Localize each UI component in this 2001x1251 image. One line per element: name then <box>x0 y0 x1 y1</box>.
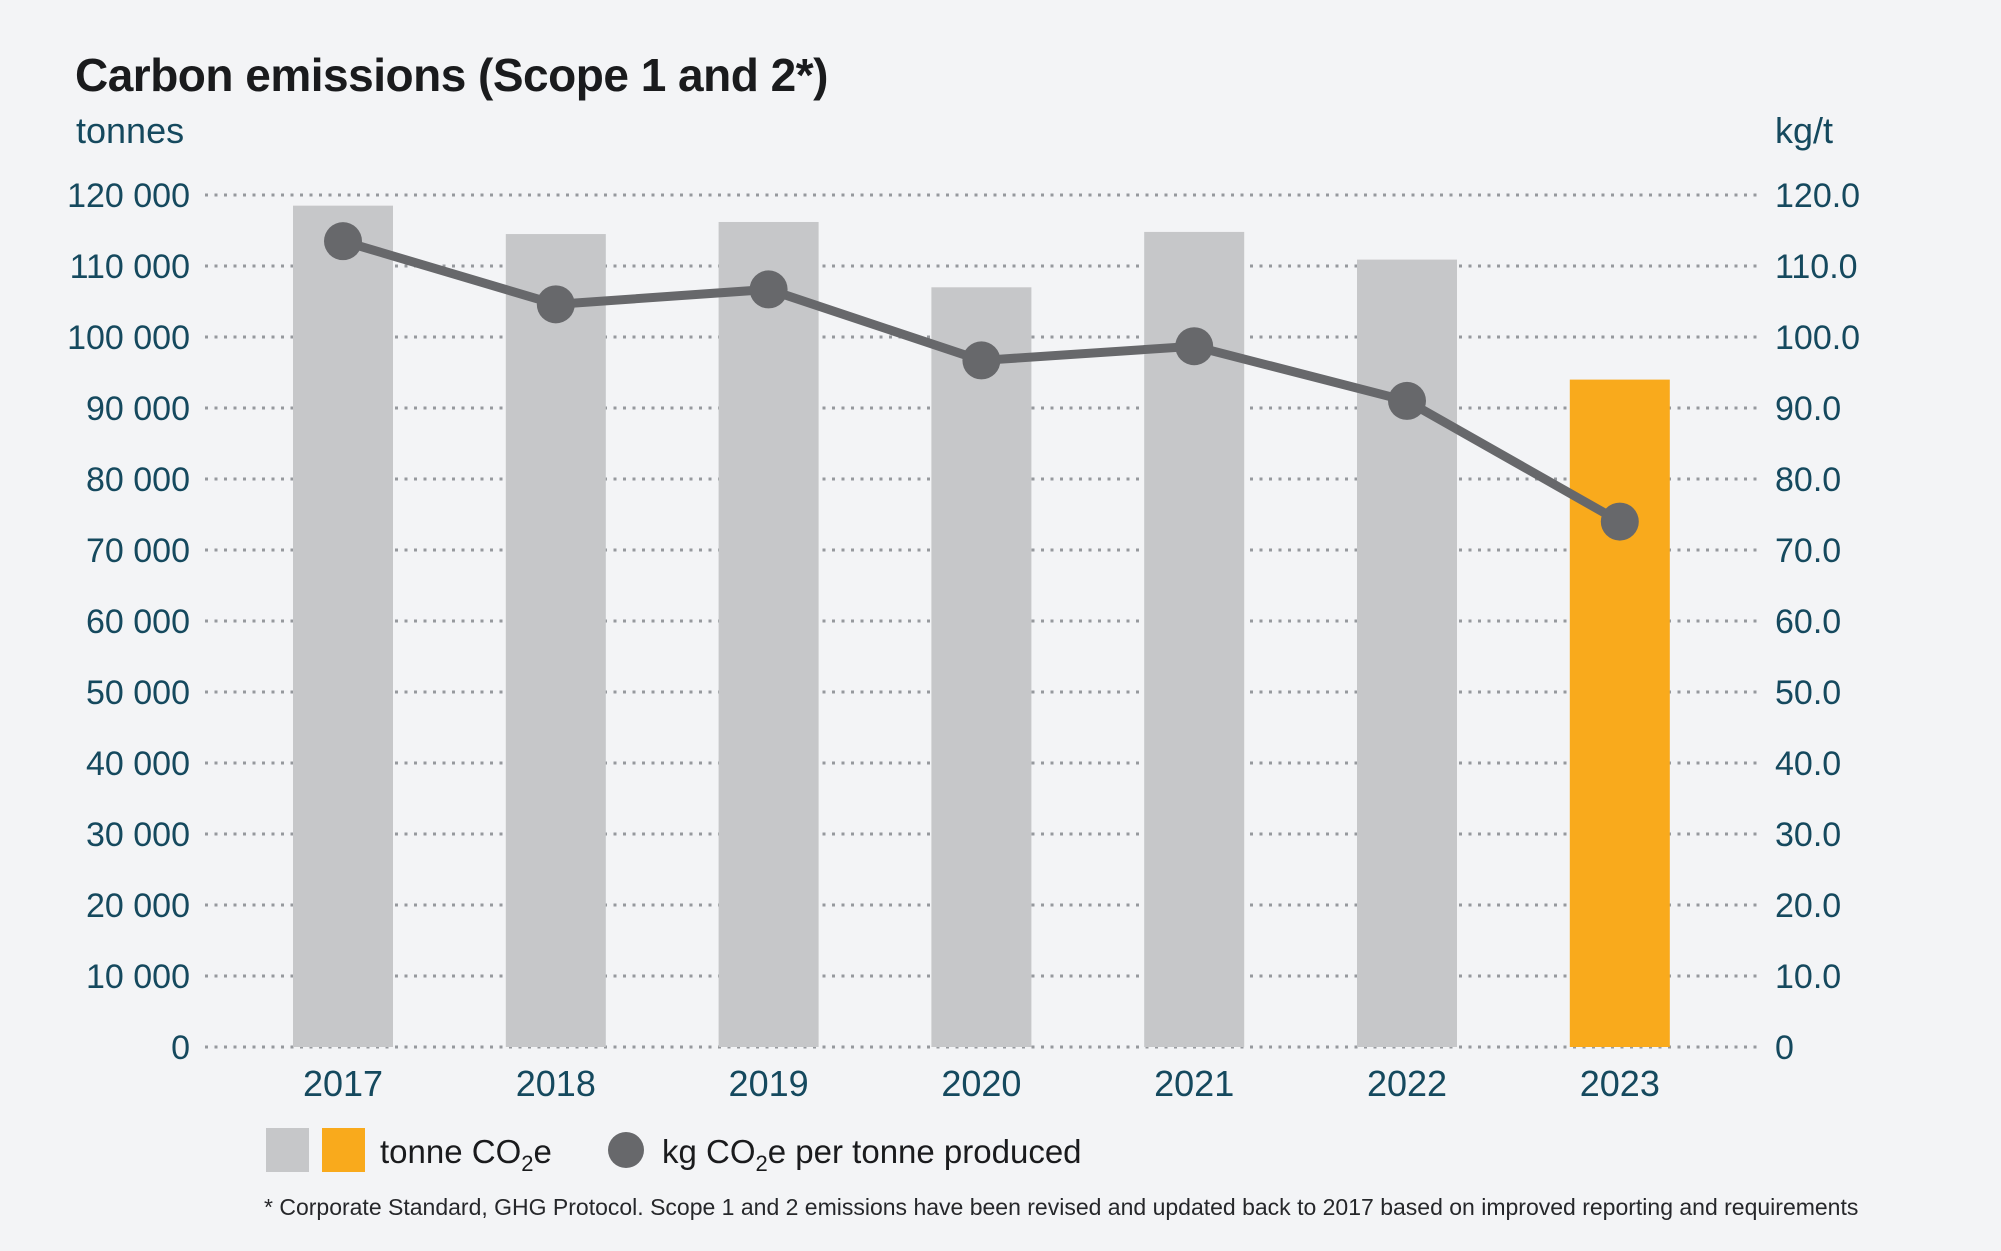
left-axis-tick-label: 60 000 <box>86 603 190 641</box>
legend-line-label-sub: 2 <box>755 1151 768 1176</box>
right-axis-tick-label: 80.0 <box>1775 461 1841 499</box>
legend-line-label-post: e per tonne produced <box>767 1133 1082 1170</box>
left-axis-tick-label: 10 000 <box>86 958 190 996</box>
left-axis-tick-label: 80 000 <box>86 461 190 499</box>
bar-2018[interactable] <box>505 234 606 1048</box>
right-axis-tick-label: 20.0 <box>1775 887 1841 925</box>
left-axis-tick-label: 110 000 <box>70 248 190 286</box>
legend-bar-swatch-gray <box>266 1128 309 1172</box>
x-axis-label-2020: 2020 <box>941 1063 1021 1104</box>
left-axis-tick-label: 50 000 <box>86 674 190 712</box>
legend-bar-swatch-highlight <box>322 1128 365 1172</box>
bar-2022[interactable] <box>1357 259 1457 1047</box>
x-axis-label-2021: 2021 <box>1154 1063 1234 1104</box>
data-point-2019[interactable] <box>749 270 788 309</box>
right-axis-tick-label: 50.0 <box>1775 674 1841 712</box>
x-axis-label-2017: 2017 <box>303 1063 383 1104</box>
legend-bar-label-sub: 2 <box>521 1151 534 1176</box>
data-point-2021[interactable] <box>1175 327 1214 366</box>
right-axis-tick-label: 60.0 <box>1775 603 1841 641</box>
chart-title: Carbon emissions (Scope 1 and 2*) <box>75 49 828 101</box>
left-axis-tick-label: 40 000 <box>86 745 190 783</box>
right-axis-tick-label: 110.0 <box>1775 248 1858 286</box>
legend-bar-label: tonne CO2e <box>380 1133 552 1177</box>
bar-2023[interactable] <box>1569 379 1670 1048</box>
legend-line-label-pre: kg CO <box>662 1133 756 1170</box>
bar-2021[interactable] <box>1144 231 1245 1048</box>
x-axis-label-2019: 2019 <box>729 1063 809 1104</box>
footnote: * Corporate Standard, GHG Protocol. Scop… <box>264 1194 1859 1220</box>
left-axis-tick-label: 20 000 <box>86 887 190 925</box>
legend-line-label: kg CO2e per tonne produced <box>662 1133 1082 1177</box>
data-point-2022[interactable] <box>1388 381 1426 420</box>
legend-line-marker-dot <box>608 1132 644 1168</box>
data-point-2023[interactable] <box>1600 502 1639 541</box>
x-axis-label-2023: 2023 <box>1580 1063 1660 1104</box>
data-point-2017[interactable] <box>324 222 362 261</box>
left-axis-tick-label: 30 000 <box>86 816 190 854</box>
left-axis-tick-label: 100 000 <box>67 319 190 357</box>
right-axis-tick-label: 70.0 <box>1775 532 1841 570</box>
right-axis-tick-label: 0 <box>1775 1029 1794 1067</box>
right-axis-unit-label: kg/t <box>1775 110 1834 151</box>
right-axis-tick-label: 30.0 <box>1775 816 1841 854</box>
bar-2020[interactable] <box>931 287 1032 1047</box>
left-axis-tick-label: 0 <box>171 1029 190 1067</box>
legend-bar-label-pre: tonne CO <box>380 1133 522 1170</box>
x-axis-label-2022: 2022 <box>1367 1063 1447 1104</box>
left-axis-tick-label: 90 000 <box>86 390 190 428</box>
left-axis-tick-label: 120 000 <box>67 177 190 215</box>
right-axis-tick-label: 10.0 <box>1775 958 1841 996</box>
right-axis-tick-label: 90.0 <box>1775 390 1841 428</box>
legend-bar-label-post: e <box>533 1133 552 1170</box>
left-axis-tick-label: 70 000 <box>86 532 190 570</box>
right-axis-tick-label: 40.0 <box>1775 745 1841 783</box>
data-point-2018[interactable] <box>536 285 575 324</box>
left-axis-unit-label: tonnes <box>76 110 185 151</box>
right-axis-tick-label: 100.0 <box>1775 319 1860 357</box>
right-axis-tick-label: 120.0 <box>1775 177 1860 215</box>
bar-2019[interactable] <box>718 221 819 1048</box>
bar-2017[interactable] <box>293 205 393 1047</box>
x-axis-label-2018: 2018 <box>516 1063 596 1104</box>
data-point-2020[interactable] <box>962 341 1001 380</box>
